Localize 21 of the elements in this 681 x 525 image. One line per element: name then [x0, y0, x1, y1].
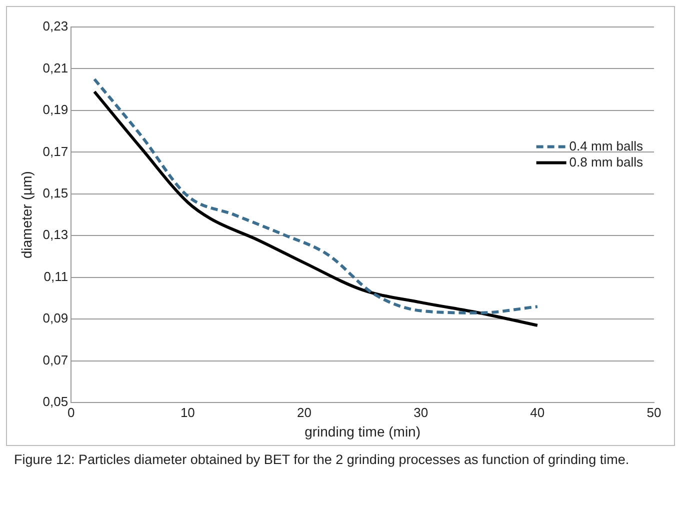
- legend-label: 0.8 mm balls: [569, 154, 644, 170]
- y-tick-label: 0,13: [42, 227, 68, 242]
- x-tick-label: 30: [414, 404, 428, 420]
- caption: Figure 12: Particles diameter obtained by BET for the 2 grinding processes as function of grinding time.: [14, 451, 630, 469]
- x-tick-label: 10: [180, 404, 195, 420]
- y-tick-label: 0,05: [42, 394, 68, 410]
- y-tick-label: 0,07: [42, 352, 68, 368]
- y-tick-label: 0,21: [42, 60, 68, 76]
- y-tick-label: 0,09: [42, 310, 68, 326]
- y-tick-label: 0,11: [44, 268, 68, 284]
- x-tick-label: 20: [297, 404, 312, 420]
- y-axis-title: diameter (µm): [18, 171, 34, 259]
- y-tick-label: 0,15: [42, 186, 68, 201]
- y-tick-label: 0,17: [42, 144, 68, 159]
- x-tick-label: 50: [646, 404, 662, 420]
- legend-label: 0.4 mm balls: [569, 138, 644, 154]
- x-tick-label: 0: [67, 404, 75, 420]
- y-tick-label: 0,19: [42, 102, 68, 118]
- x-tick-label: 40: [530, 404, 545, 420]
- x-axis-title: grinding time (min): [304, 423, 421, 440]
- y-tick-label: 0,23: [42, 18, 68, 34]
